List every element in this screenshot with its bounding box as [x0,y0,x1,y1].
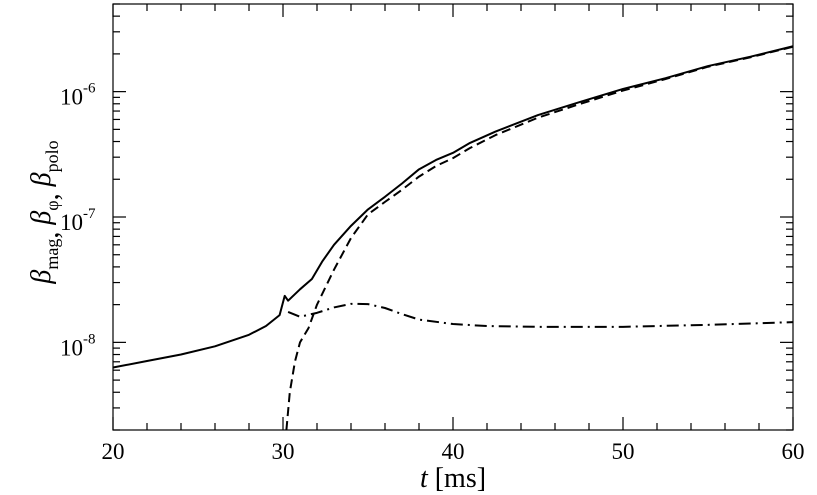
x-tick-label: 20 [102,439,125,464]
y-tick-base: 10 [60,335,83,360]
x-tick-label: 50 [612,439,635,464]
axis-ticks [112,3,794,431]
y-label-symbol: β [26,270,57,285]
y-tick-exponent: -8 [83,331,96,347]
y-label-subscript: polo [42,140,62,172]
y-tick-exponent: -6 [83,81,96,97]
x-tick-labels: 20 30 40 50 60 [102,439,805,464]
y-tick-base: 10 [60,210,83,235]
x-axis-label-unit: [ms] [428,463,486,494]
series-line-dashed [285,45,794,431]
x-axis-label: t [ms] [420,463,486,494]
x-tick-label: 40 [442,439,465,464]
x-tick-label: 30 [272,439,295,464]
y-label-subscript: mag [42,239,62,270]
series-layer [112,45,794,431]
y-tick-label: 10-8 [60,331,96,360]
y-tick-label: 10-7 [60,206,96,235]
series-line-dashdot [287,302,794,328]
y-tick-base: 10 [60,85,83,110]
y-label-symbol: β [26,211,57,226]
y-label-separator: , [34,186,65,200]
y-label-separator: , [34,225,65,239]
y-label-subscript: φ [42,200,62,210]
y-tick-labels: 10-810-710-6 [60,81,96,361]
y-tick-exponent: -7 [83,206,96,222]
plot-frame [112,3,794,431]
y-axis-label: βmag, βφ, βpolo [26,140,65,284]
y-label-symbol: β [26,172,57,187]
x-tick-label: 60 [782,439,805,464]
x-axis-label-var: t [420,463,429,494]
series-line-solid [112,45,794,369]
y-tick-label: 10-6 [60,81,96,110]
